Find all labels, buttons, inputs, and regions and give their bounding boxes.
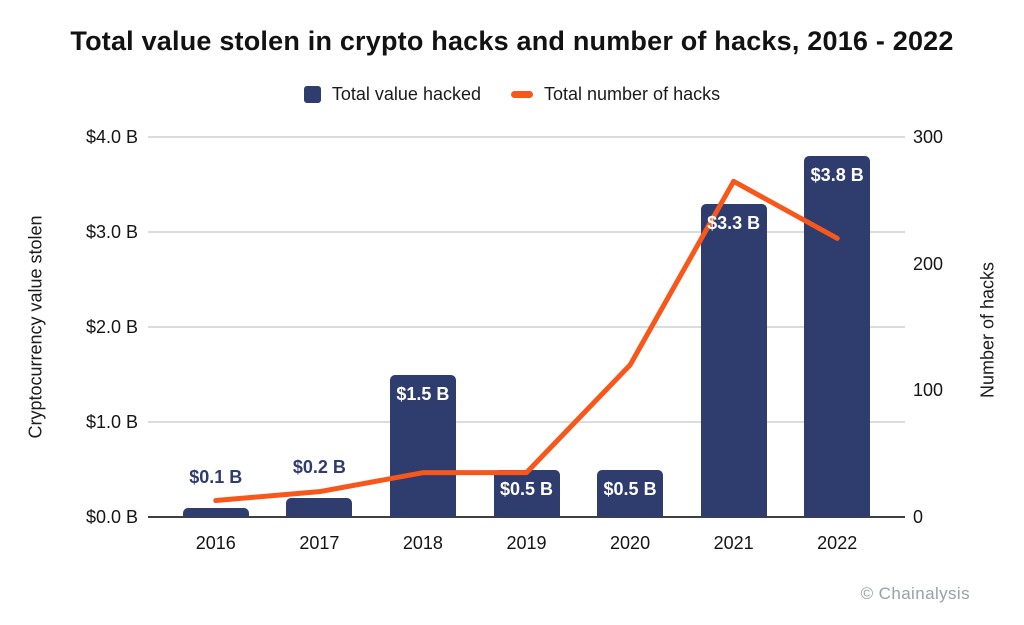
bar-value-label-2016: $0.1 B (189, 466, 243, 487)
bar-value-label-2021: $3.3 B (707, 212, 761, 233)
bar-value-label-2022: $3.8 B (810, 165, 864, 185)
line-series-swatch-icon (511, 91, 533, 98)
right-axis-tick: 100 (913, 380, 944, 401)
bar-value-label-2017: $0.2 B (292, 457, 346, 477)
left-axis-title: Cryptocurrency value stolen (25, 215, 46, 439)
gridline (148, 136, 905, 138)
left-axis-tick: $4.0 B (85, 127, 138, 147)
gridline (148, 421, 905, 423)
x-axis-label-2017: 2017 (299, 533, 340, 553)
attribution: © Chainalysis (860, 584, 970, 603)
right-axis-tick: 300 (913, 127, 944, 147)
x-axis-line (148, 516, 905, 518)
bar-2016 (182, 507, 249, 517)
bar-2019 (493, 469, 560, 517)
x-axis-label-2018: 2018 (402, 533, 443, 553)
right-axis-tick: 200 (913, 253, 944, 274)
gridline (148, 231, 905, 233)
gridline (148, 326, 905, 328)
x-axis-label-2021: 2021 (713, 533, 754, 553)
legend-label-total-number-of-hacks: Total number of hacks (544, 84, 721, 104)
legend-item-total-number-of-hacks: Total number of hacks (511, 84, 720, 105)
hacks-line-path (213, 178, 840, 504)
left-axis-tick: $0.0 B (85, 507, 138, 527)
chart-title: Total value stolen in crypto hacks and n… (70, 26, 954, 56)
bar-2020 (597, 469, 664, 517)
legend-item-total-value-hacked: Total value hacked (303, 84, 481, 105)
bar-2021 (700, 203, 767, 517)
bar-value-label-2019: $0.5 B (499, 478, 554, 499)
right-axis-tick: 0 (913, 507, 924, 527)
left-axis-tick: $1.0 B (85, 412, 138, 432)
bar-value-label-2018: $1.5 B (396, 383, 450, 404)
legend-label-total-value-hacked: Total value hacked (331, 84, 481, 104)
hacks-line (213, 178, 840, 504)
left-axis-tick: $3.0 B (85, 222, 138, 242)
bar-2022 (804, 156, 871, 517)
bar-2017 (286, 498, 353, 517)
x-axis-label-2016: 2016 (195, 533, 236, 553)
legend: Total value hacked Total number of hacks (0, 84, 1024, 105)
bar-2018 (389, 374, 456, 517)
x-axis-label-2020: 2020 (610, 533, 651, 553)
x-axis-label-2019: 2019 (506, 533, 547, 553)
x-axis-label-2022: 2022 (817, 533, 858, 553)
left-axis-tick: $2.0 B (85, 317, 138, 337)
bar-series-swatch-icon (303, 86, 321, 103)
bar-value-label-2020: $0.5 B (603, 478, 657, 499)
